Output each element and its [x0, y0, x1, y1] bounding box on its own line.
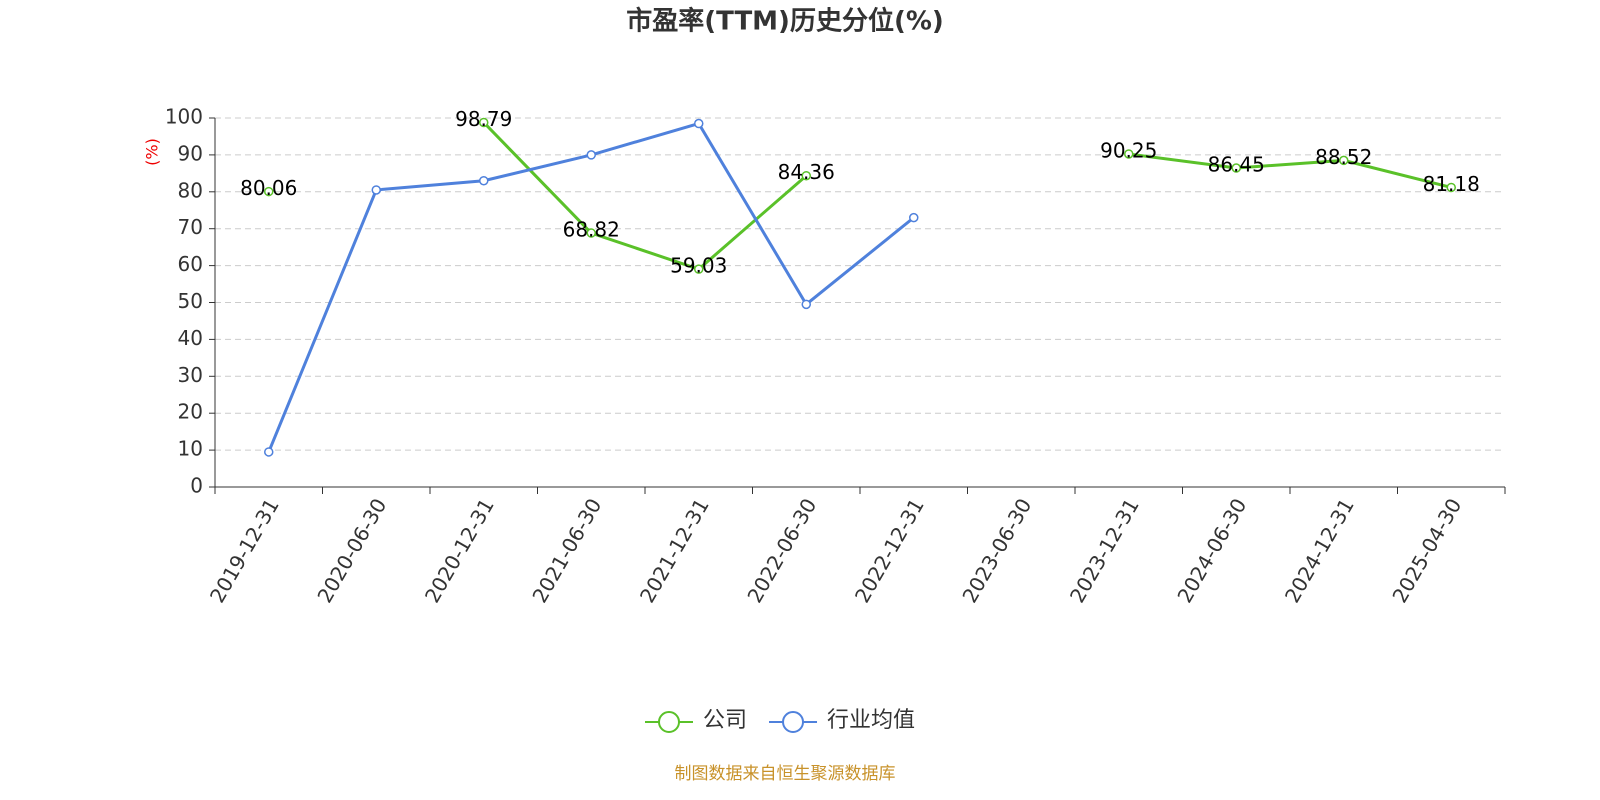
data-point: [1446, 182, 1456, 193]
x-tick-label: 2022-12-31: [850, 494, 929, 607]
y-tick-label: 20: [178, 400, 203, 424]
data-point: [479, 117, 489, 128]
data-point: [264, 186, 274, 197]
data-point: [586, 150, 596, 160]
y-tick-label: 100: [165, 105, 203, 129]
data-label: 86.45: [1208, 152, 1265, 176]
y-tick-label: 70: [178, 215, 203, 239]
data-point: [479, 175, 489, 186]
data-label: 81.18: [1423, 172, 1480, 196]
legend-label: 行业均值: [827, 708, 915, 733]
data-label: 59.03: [670, 254, 727, 278]
data-point: [801, 299, 811, 310]
x-tick-label: 2025-04-30: [1387, 494, 1466, 607]
data-label: 88.52: [1315, 145, 1372, 169]
series-line: [482, 121, 1452, 271]
data-point: [694, 264, 704, 274]
x-tick-label: 2021-12-31: [635, 494, 714, 607]
data-point: [1124, 149, 1134, 159]
data-point: [909, 212, 919, 223]
data-label: 80.06: [240, 176, 297, 200]
data-point: [694, 118, 704, 129]
x-tick-label: 2024-12-31: [1280, 494, 1359, 607]
y-tick-label: 90: [178, 141, 203, 165]
data-point: [264, 447, 274, 457]
x-tick-label: 2020-12-31: [420, 494, 499, 607]
x-tick-label: 2024-06-30: [1172, 494, 1251, 607]
data-point: [586, 228, 596, 238]
y-tick-label: 50: [178, 289, 203, 313]
legend-label: 公司: [703, 708, 747, 733]
x-tick-label: 2021-06-30: [527, 494, 606, 607]
y-axis-label: (%): [143, 138, 162, 166]
data-point: [1231, 163, 1241, 173]
y-tick-label: 60: [178, 252, 203, 276]
data-point: [371, 185, 381, 195]
legend-marker: [782, 711, 805, 733]
y-tick-label: 40: [178, 326, 203, 350]
data-label: 90.25: [1100, 138, 1157, 162]
x-tick-label: 2023-06-30: [957, 494, 1036, 607]
source-note: 制图数据来自恒生聚源数据库: [675, 764, 896, 784]
y-tick-label: 10: [178, 437, 203, 461]
data-label: 68.82: [563, 218, 620, 242]
data-label: 84.36: [778, 160, 835, 184]
chart-title: 市盈率(TTM)历史分位(%): [626, 6, 944, 37]
data-point: [801, 170, 811, 181]
x-tick-label: 2023-12-31: [1065, 494, 1144, 607]
y-tick-label: 0: [190, 474, 203, 498]
x-tick-label: 2022-06-30: [742, 494, 821, 607]
x-tick-label: 2020-06-30: [312, 494, 391, 607]
legend-marker: [658, 711, 680, 733]
x-tick-label: 2019-12-31: [205, 494, 284, 607]
data-point: [1339, 155, 1349, 166]
data-label: 98.79: [455, 107, 512, 131]
y-tick-label: 80: [178, 178, 203, 202]
y-tick-label: 30: [178, 363, 203, 387]
